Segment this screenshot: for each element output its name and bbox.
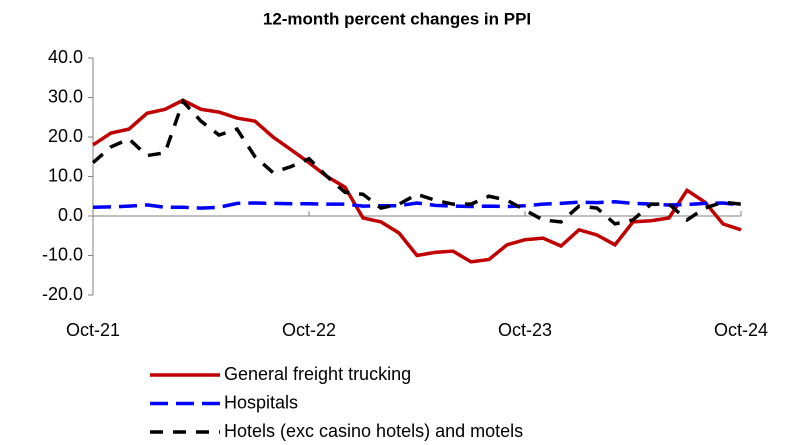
y-tick-label: 30.0 — [48, 86, 83, 106]
series-line — [92, 98, 742, 264]
y-tick-label: 0.0 — [58, 205, 83, 225]
y-tick-label: -20.0 — [42, 284, 83, 304]
y-tick-label: 20.0 — [48, 126, 83, 146]
x-tick-label: Oct-23 — [498, 320, 552, 340]
x-tick-label: Oct-24 — [714, 320, 768, 340]
y-tick-label: 10.0 — [48, 165, 83, 185]
series-line — [91, 98, 742, 226]
x-tick-label: Oct-22 — [282, 320, 336, 340]
x-tick-label: Oct-21 — [66, 320, 120, 340]
y-tick-label: 40.0 — [48, 47, 83, 67]
legend-label: General freight trucking — [224, 364, 411, 384]
legend-label: Hotels (exc casino hotels) and motels — [224, 421, 523, 441]
legend-label: Hospitals — [224, 392, 298, 412]
chart-title: 12-month percent changes in PPI — [263, 9, 531, 28]
y-tick-label: -10.0 — [42, 244, 83, 264]
series-line — [92, 200, 742, 210]
